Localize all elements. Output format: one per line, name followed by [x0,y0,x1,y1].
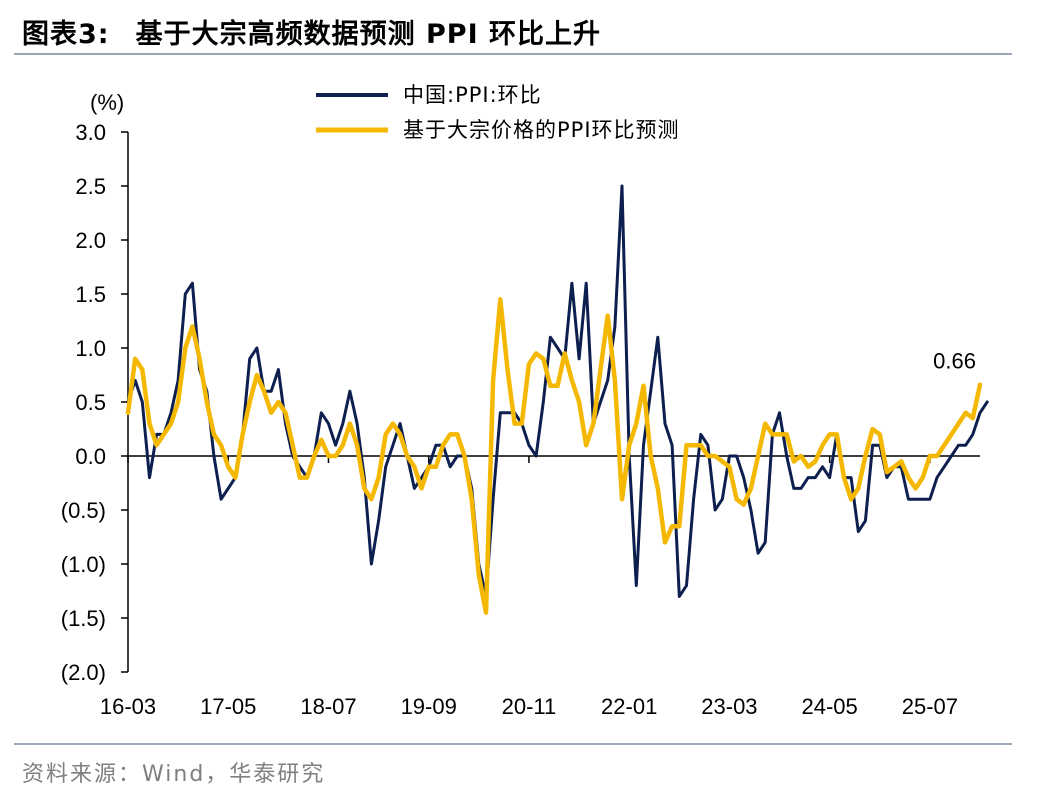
source-note: 资料来源：Wind，华泰研究 [22,762,326,787]
last-value-annotation: 0.66 [933,349,976,374]
x-tick-label: 16-03 [100,694,156,719]
top-divider [14,53,1012,55]
y-tick-label: 3.0 [75,120,106,145]
x-tick-label: 18-07 [300,694,356,719]
x-tick-label: 23-03 [701,694,757,719]
figure-label: 图表3: [22,19,110,50]
y-tick-label: (1.0) [61,552,106,577]
series-layer [125,184,989,615]
x-tick-label: 19-09 [401,694,457,719]
x-tick-label: 25-07 [902,694,958,719]
unit-label: (%) [90,90,124,115]
x-tick-label: 24-05 [802,694,858,719]
x-tick-label: 22-01 [601,694,657,719]
y-tick-label: 2.0 [75,228,106,253]
y-tick-label: 1.0 [75,336,106,361]
y-tick-label: 0.0 [75,444,106,469]
legend-label-actual: 中国:PPI:环比 [403,83,542,107]
figure-title-text: 基于大宗高频数据预测 PPI 环比上升 [135,19,602,50]
bottom-divider [14,743,1012,745]
x-tick-label: 20-11 [502,694,557,719]
y-tick-label: (1.5) [61,606,106,631]
y-tick-label: 1.5 [75,282,106,307]
y-tick-label: 2.5 [75,174,106,199]
y-axis: 3.0 2.5 2.0 1.5 1.0 0.5 0.0 (0.5) (1.0) (1.5) (2.0… [61,120,129,685]
figure-title: 图表3: 基于大宗高频数据预测 PPI 环比上升 [22,12,601,51]
series-line-actual [126,184,989,598]
y-tick-label: 0.5 [75,390,106,415]
x-tick-label: 17-05 [200,694,256,719]
series-line-forecast [125,297,983,615]
legend-label-forecast: 基于大宗价格的PPI环比预测 [403,118,680,142]
x-axis: 16-03 17-05 18-07 19-09 20-11 22-01 23-03 24-05… [100,455,980,719]
legend: 中国:PPI:环比 基于大宗价格的PPI环比预测 [316,83,680,142]
y-tick-label: (0.5) [61,498,106,523]
y-tick-label: (2.0) [61,660,106,685]
